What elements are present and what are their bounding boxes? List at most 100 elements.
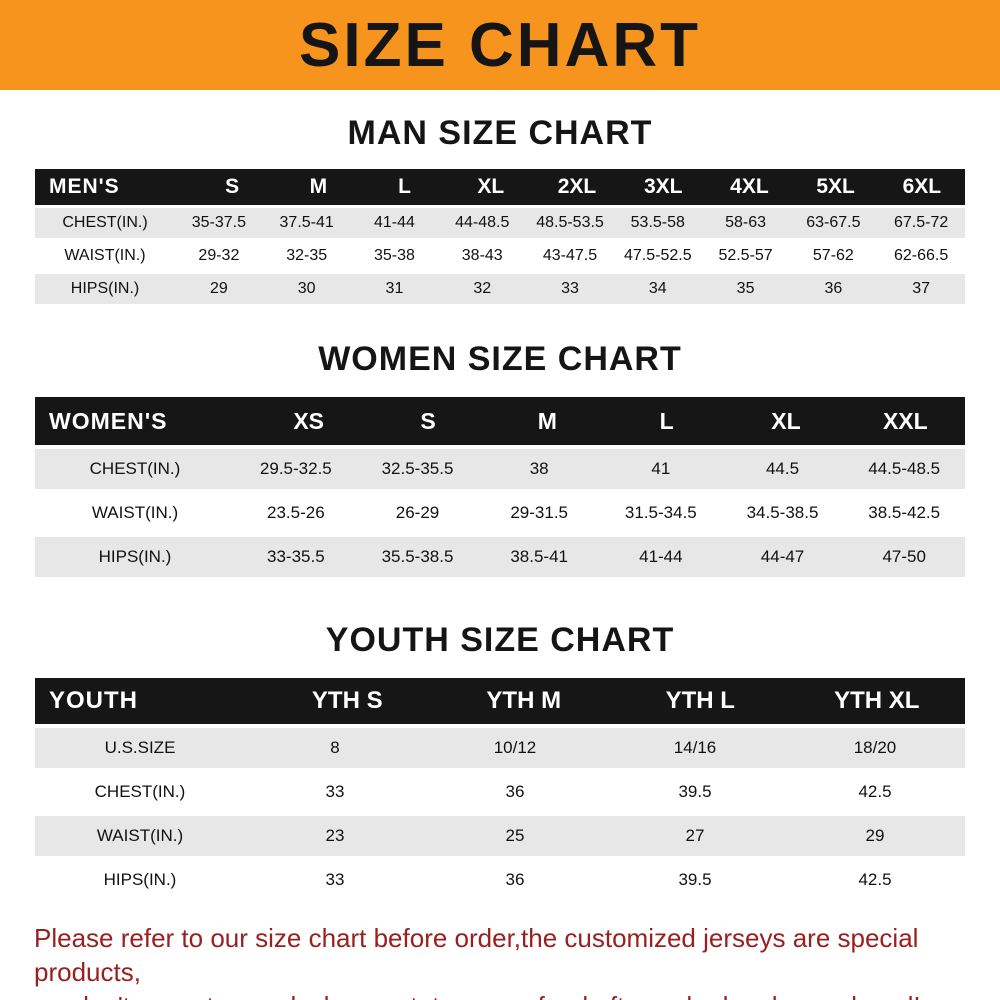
table-row: CHEST(IN.) 35-37.5 37.5-41 41-44 44-48.5 48.5… — [35, 208, 965, 238]
column-header: 3XL — [643, 175, 683, 198]
table-cell: 18/20 — [853, 738, 897, 757]
men-size-chart-section: MAN SIZE CHART MEN'S S M L XL 2XL 3XL 4XL 5XL 6XL… — [0, 114, 1000, 304]
table-row: U.S.SIZE 8 10/12 14/16 18/20 — [35, 728, 965, 768]
table-cell: 23 — [325, 826, 345, 845]
table-cell: 44-47 — [760, 547, 805, 566]
table-cell: 37.5-41 — [279, 214, 334, 231]
table-cell: 33 — [325, 870, 345, 889]
table-title: WOMEN'S — [49, 407, 168, 434]
men-section-heading: MAN SIZE CHART — [347, 114, 653, 152]
column-header: S — [225, 175, 240, 198]
column-header: XXL — [882, 407, 928, 434]
table-cell: 33 — [325, 782, 345, 801]
table-header-row: WOMEN'S XS S M L XL XXL — [35, 397, 965, 445]
table-cell: 26-29 — [395, 503, 440, 522]
column-header: YTH S — [311, 687, 383, 714]
footer-line-2: we don't accept cancel, change, teturn o… — [34, 990, 1000, 1000]
column-header: 4XL — [730, 175, 769, 198]
table-cell: 38 — [529, 459, 549, 478]
table-cell: 27 — [685, 826, 705, 845]
row-label: CHEST(IN.) — [62, 214, 148, 231]
row-label: WAIST(IN.) — [96, 826, 184, 845]
table-cell: 35-37.5 — [191, 214, 247, 231]
table-row: HIPS(IN.) 33-35.5 35.5-38.5 38.5-41 41-44 44-… — [35, 537, 965, 577]
table-cell: 35-38 — [373, 247, 415, 264]
youth-size-chart-section: YOUTH SIZE CHART YOUTH YTH S YTH M YTH L YTH… — [0, 621, 1000, 900]
table-cell: 23.5-26 — [267, 503, 325, 522]
table-title: MEN'S — [49, 175, 120, 198]
table-cell: 25 — [505, 826, 525, 845]
row-label: HIPS(IN.) — [98, 547, 172, 566]
row-label: WAIST(IN.) — [91, 503, 179, 522]
column-header: YTH XL — [834, 687, 920, 714]
table-cell: 44-48.5 — [455, 214, 510, 231]
table-cell: 10/12 — [493, 738, 537, 757]
table-row: WAIST(IN.) 23.5-26 26-29 29-31.5 31.5-34.5 34… — [35, 493, 965, 533]
table-cell: 39.5 — [678, 870, 712, 889]
row-label: CHEST(IN.) — [94, 782, 186, 801]
table-cell: 29-31.5 — [510, 503, 569, 522]
table-header-row: YOUTH YTH S YTH M YTH L YTH XL — [35, 678, 965, 724]
banner: SIZE CHART — [0, 0, 1000, 90]
column-header: M — [537, 407, 557, 434]
table-cell: 38-43 — [461, 247, 503, 264]
table-cell: 36 — [824, 280, 843, 297]
table-row: WAIST(IN.) 29-32 32-35 35-38 38-43 43-47.5 47.… — [35, 241, 965, 271]
table-row: WAIST(IN.) 23 25 27 29 — [35, 816, 965, 856]
table-cell: 36 — [505, 870, 525, 889]
table-row: CHEST(IN.) 29.5-32.5 32.5-35.5 38 41 44.5 44.5… — [35, 449, 965, 489]
table-cell: 34 — [648, 280, 667, 297]
footer-line-1: Please refer to our size chart before or… — [34, 923, 919, 987]
table-cell: 35 — [736, 280, 755, 297]
table-cell: 43-47.5 — [542, 247, 598, 264]
women-size-chart-section: WOMEN SIZE CHART WOMEN'S XS S M L XL XXL CHEST(… — [0, 340, 1000, 577]
table-cell: 31.5-34.5 — [624, 503, 697, 522]
column-header: S — [420, 407, 436, 434]
table-cell: 32 — [473, 280, 492, 297]
table-cell: 38.5-41 — [510, 547, 569, 566]
column-header: L — [659, 407, 674, 434]
column-header: M — [309, 175, 328, 198]
column-header: XL — [771, 407, 801, 434]
column-header: XL — [477, 175, 505, 198]
table-cell: 30 — [297, 280, 316, 297]
table-title: YOUTH — [49, 687, 138, 714]
table-row: HIPS(IN.) 33 36 39.5 42.5 — [35, 860, 965, 900]
table-cell: 33-35.5 — [267, 547, 325, 566]
table-cell: 34.5-38.5 — [746, 503, 819, 522]
table-cell: 47.5-52.5 — [623, 247, 692, 264]
table-cell: 29-32 — [198, 247, 240, 264]
table-cell: 41-44 — [639, 547, 683, 566]
table-cell: 35.5-38.5 — [381, 547, 454, 566]
table-header-row: MEN'S S M L XL 2XL 3XL 4XL 5XL 6XL — [35, 169, 965, 205]
table-cell: 52.5-57 — [718, 247, 773, 264]
youth-section-heading: YOUTH SIZE CHART — [325, 621, 675, 659]
table-cell: 29 — [865, 826, 885, 845]
column-header: 2XL — [557, 175, 597, 198]
table-row: CHEST(IN.) 33 36 39.5 42.5 — [35, 772, 965, 812]
column-header: YTH L — [665, 687, 735, 714]
table-cell: 33 — [561, 280, 579, 297]
table-cell: 32-35 — [286, 247, 328, 264]
women-section-heading: WOMEN SIZE CHART — [318, 340, 682, 378]
table-row: HIPS(IN.) 29 30 31 32 33 34 35 36 37 — [35, 274, 965, 304]
table-cell: 62-66.5 — [894, 247, 949, 264]
table-cell: 41 — [651, 459, 671, 478]
row-label: WAIST(IN.) — [64, 247, 146, 264]
table-cell: 47-50 — [882, 547, 926, 566]
row-label: CHEST(IN.) — [89, 459, 181, 478]
table-cell: 44.5-48.5 — [868, 459, 941, 478]
row-label: HIPS(IN.) — [103, 870, 177, 889]
page-title: SIZE CHART — [299, 10, 701, 80]
table-cell: 67.5-72 — [894, 214, 949, 231]
table-cell: 36 — [505, 782, 525, 801]
table-cell: 48.5-53.5 — [536, 214, 604, 231]
table-cell: 14/16 — [673, 738, 717, 757]
table-cell: 31 — [385, 280, 404, 297]
column-header: YTH M — [486, 687, 562, 714]
table-cell: 58-63 — [725, 214, 767, 231]
table-cell: 53.5-58 — [630, 214, 685, 231]
table-cell: 57-62 — [812, 247, 854, 264]
table-cell: 41-44 — [373, 214, 415, 231]
